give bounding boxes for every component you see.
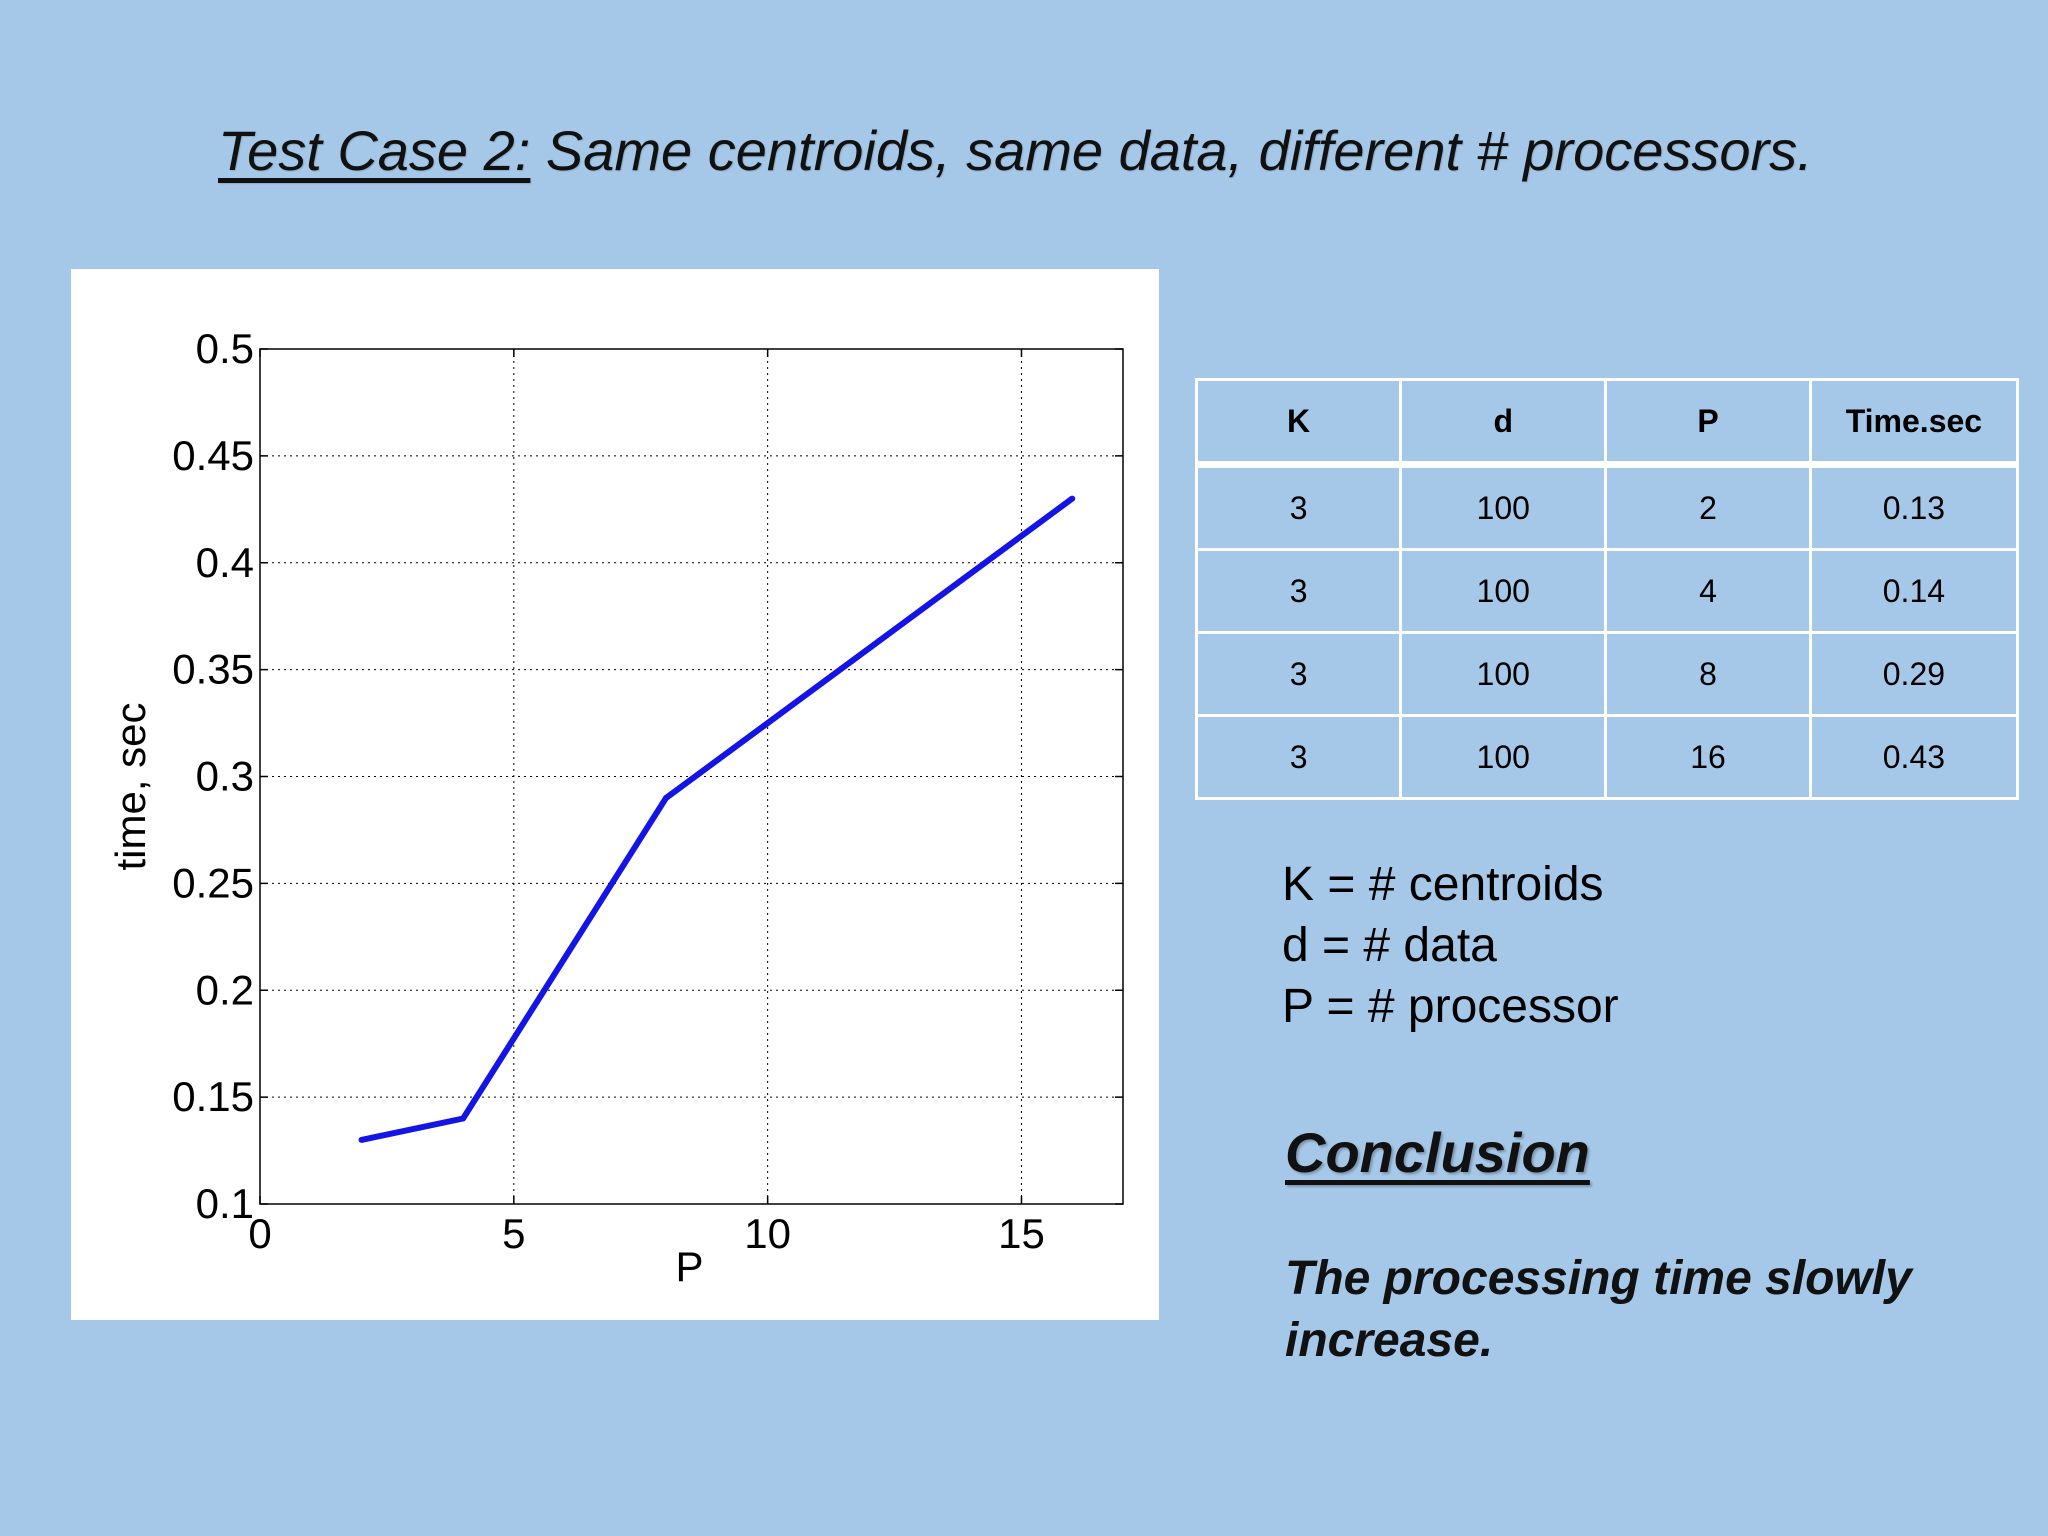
cell-time: 0.13 xyxy=(1810,465,2017,550)
cell-d: 100 xyxy=(1401,716,1606,799)
data-point xyxy=(359,1137,365,1143)
cell-d: 100 xyxy=(1401,633,1606,716)
slide-title-lead: Test Case 2: xyxy=(218,119,530,182)
y-tick-label: 0.25 xyxy=(172,859,254,906)
table-header-row: K d P Time.sec xyxy=(1197,380,2018,465)
legend-line-p: P = # processor xyxy=(1282,976,1619,1037)
y-tick-label: 0.3 xyxy=(196,753,254,800)
x-tick-label: 5 xyxy=(502,1210,525,1257)
data-point xyxy=(663,795,669,801)
data-point xyxy=(460,1116,466,1122)
legend-line-k: K = # centroids xyxy=(1282,854,1619,915)
slide-title-rest: Same centroids, same data, different # p… xyxy=(530,119,1812,182)
slide-title: Test Case 2: Same centroids, same data, … xyxy=(218,118,1813,183)
legend-line-d: d = # data xyxy=(1282,915,1619,976)
cell-k: 3 xyxy=(1197,465,1401,550)
y-tick-label: 0.2 xyxy=(196,966,254,1013)
y-tick-label: 0.4 xyxy=(196,539,254,586)
chart-panel: 0510150.10.150.20.250.30.350.40.450.5 P … xyxy=(71,269,1159,1320)
y-tick-label: 0.35 xyxy=(172,646,254,693)
cell-time: 0.43 xyxy=(1810,716,2017,799)
x-tick-label: 15 xyxy=(998,1210,1045,1257)
data-point xyxy=(1069,496,1075,502)
tick-layer: 0510150.10.150.20.250.30.350.40.450.5 xyxy=(172,325,1123,1257)
y-tick-label: 0.15 xyxy=(172,1073,254,1120)
cell-d: 100 xyxy=(1401,550,1606,633)
table-row: 3 100 2 0.13 xyxy=(1197,465,2018,550)
y-axis-label: time, sec xyxy=(107,702,154,870)
y-tick-label: 0.1 xyxy=(196,1180,254,1227)
y-tick-label: 0.45 xyxy=(172,432,254,479)
table-row: 3 100 4 0.14 xyxy=(1197,550,2018,633)
cell-p: 8 xyxy=(1606,633,1811,716)
header-p: P xyxy=(1606,380,1811,465)
cell-d: 100 xyxy=(1401,465,1606,550)
cell-time: 0.29 xyxy=(1810,633,2017,716)
x-tick-label: 10 xyxy=(744,1210,791,1257)
series-line xyxy=(362,499,1073,1140)
variable-legend: K = # centroids d = # data P = # process… xyxy=(1282,854,1619,1037)
header-time: Time.sec xyxy=(1810,380,2017,465)
cell-p: 2 xyxy=(1606,465,1811,550)
cell-p: 4 xyxy=(1606,550,1811,633)
conclusion-text: The processing time slowly increase. xyxy=(1285,1248,1985,1372)
cell-k: 3 xyxy=(1197,633,1401,716)
results-table: K d P Time.sec 3 100 2 0.13 3 100 4 0.14… xyxy=(1195,378,2019,800)
conclusion-heading: Conclusion xyxy=(1285,1120,1590,1185)
header-d: d xyxy=(1401,380,1606,465)
cell-k: 3 xyxy=(1197,550,1401,633)
header-k: K xyxy=(1197,380,1401,465)
y-tick-label: 0.5 xyxy=(196,325,254,372)
x-axis-label: P xyxy=(675,1243,703,1290)
cell-p: 16 xyxy=(1606,716,1811,799)
cell-time: 0.14 xyxy=(1810,550,2017,633)
table-row: 3 100 8 0.29 xyxy=(1197,633,2018,716)
table-row: 3 100 16 0.43 xyxy=(1197,716,2018,799)
cell-k: 3 xyxy=(1197,716,1401,799)
line-chart: 0510150.10.150.20.250.30.350.40.450.5 P … xyxy=(71,269,1159,1320)
series-layer xyxy=(359,496,1076,1143)
